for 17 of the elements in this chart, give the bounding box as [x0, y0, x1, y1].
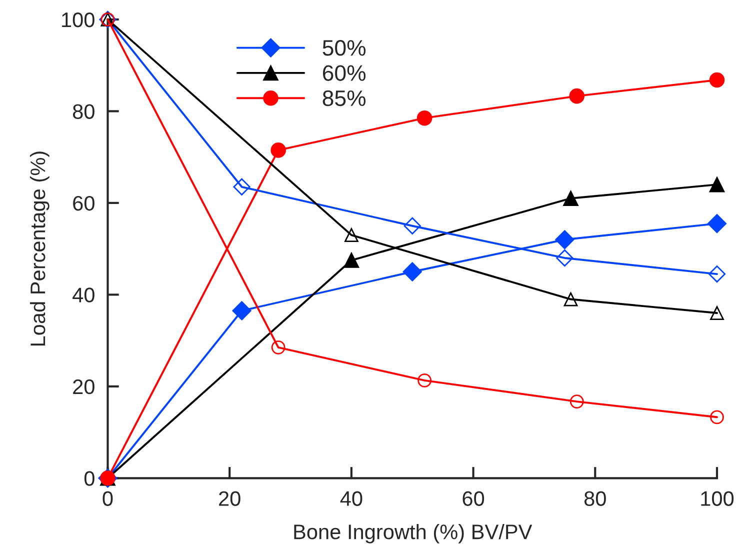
- y-tick-label: 100: [62, 12, 94, 28]
- x-tick-label: 20: [219, 491, 240, 506]
- x-tick-label: 80: [584, 491, 606, 506]
- y-tick-label: 20: [73, 379, 94, 394]
- x-tick-label: 60: [462, 491, 484, 506]
- legend-label: 85%: [322, 90, 366, 106]
- legend-label: 60%: [322, 65, 366, 81]
- y-tick-label: 40: [72, 288, 94, 302]
- y-tick-label: 0: [84, 471, 94, 486]
- y-axis-title: Load Percentage (%): [30, 152, 50, 346]
- y-tick-label: 60: [73, 196, 94, 211]
- x-tick-label: 40: [340, 491, 362, 506]
- y-tick-label: 80: [72, 104, 94, 119]
- x-tick-label: 100: [701, 491, 734, 506]
- legend-label: 50%: [322, 40, 366, 56]
- x-tick-label: 0: [102, 491, 113, 506]
- x-axis-title: Bone Ingrowth (%) BV/PV: [294, 524, 532, 544]
